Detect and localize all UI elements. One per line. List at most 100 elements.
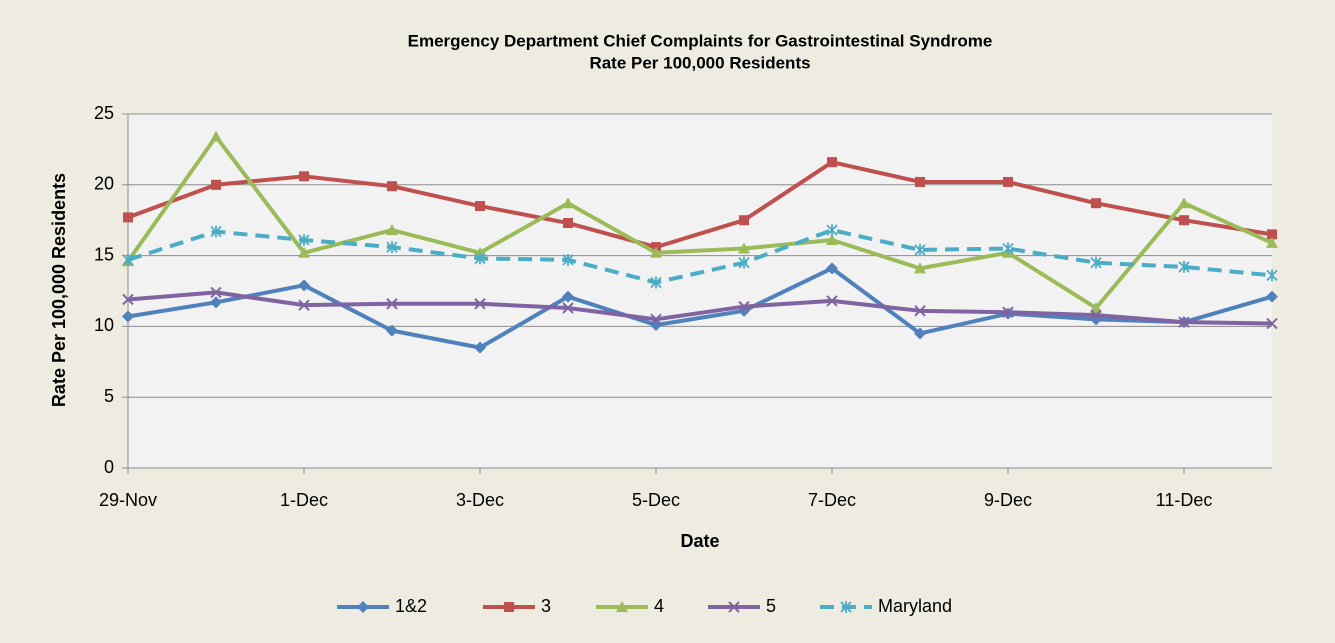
marker (474, 298, 486, 310)
marker (827, 157, 837, 168)
x-tick-label: 1-Dec (280, 490, 328, 510)
marker (1090, 309, 1102, 321)
marker (1002, 306, 1014, 318)
series-line (127, 290, 1273, 326)
legend-label: Maryland (878, 596, 952, 616)
marker (386, 224, 398, 236)
y-tick-label: 10 (94, 315, 114, 335)
marker (738, 242, 750, 254)
marker (616, 601, 628, 612)
marker (387, 181, 397, 192)
marker (562, 253, 574, 266)
marker (826, 224, 838, 237)
y-tick-label: 20 (94, 174, 114, 194)
marker (1003, 176, 1013, 187)
marker (1178, 316, 1190, 328)
marker (826, 234, 838, 246)
marker (650, 313, 662, 326)
marker (210, 296, 222, 309)
marker (299, 171, 309, 182)
marker (298, 279, 310, 292)
legend-item: Maryland (820, 596, 952, 616)
marker (915, 176, 925, 187)
marker (1179, 215, 1189, 226)
marker (562, 302, 574, 314)
marker (1091, 198, 1101, 209)
legend-item: 5 (708, 596, 776, 616)
marker (739, 215, 749, 226)
marker (1090, 256, 1102, 269)
x-axis-label: Date (680, 531, 719, 551)
marker (210, 286, 222, 299)
marker (728, 601, 740, 613)
marker (562, 290, 574, 303)
chart-title: Emergency Department Chief Complaints fo… (408, 31, 993, 50)
marker (738, 300, 750, 313)
x-tick-label: 3-Dec (456, 490, 504, 510)
marker (1266, 317, 1278, 330)
marker (386, 241, 398, 254)
marker (914, 327, 926, 340)
x-tick-label: 5-Dec (632, 490, 680, 510)
marker (840, 601, 852, 613)
marker (210, 225, 222, 238)
marker (474, 341, 486, 354)
marker (914, 305, 926, 317)
legend-label: 5 (766, 596, 776, 616)
y-tick-label: 25 (94, 103, 114, 123)
marker (298, 234, 310, 247)
marker (914, 243, 926, 256)
marker (211, 179, 221, 190)
y-axis-label: Rate Per 100,000 Residents (49, 173, 69, 407)
marker (914, 262, 926, 274)
series-line (127, 160, 1273, 250)
legend-label: 1&2 (395, 596, 427, 616)
marker (122, 310, 134, 323)
marker (826, 262, 838, 275)
marker (650, 246, 662, 258)
legend-item: 4 (596, 596, 664, 616)
legend-item: 1&2 (337, 596, 427, 616)
marker (562, 197, 574, 209)
marker (1266, 269, 1278, 282)
marker (298, 299, 310, 311)
marker (1002, 242, 1014, 255)
x-tick-label: 29-Nov (99, 490, 157, 510)
marker (826, 295, 838, 307)
marker (504, 602, 514, 612)
series-line (127, 266, 1273, 350)
x-tick-label: 9-Dec (984, 490, 1032, 510)
marker (1178, 197, 1190, 209)
marker (563, 218, 573, 229)
marker (386, 324, 398, 337)
marker (122, 293, 134, 306)
x-tick-label: 11-Dec (1156, 490, 1213, 510)
legend-item: 3 (483, 596, 551, 616)
marker (210, 130, 222, 142)
marker (1090, 301, 1102, 313)
marker (475, 201, 485, 212)
plot-area (128, 114, 1272, 468)
marker (474, 252, 486, 265)
chart-subtitle: Rate Per 100,000 Residents (589, 53, 810, 72)
y-tick-label: 5 (104, 386, 114, 406)
series-line (127, 228, 1273, 285)
y-tick-label: 15 (94, 244, 114, 264)
marker (650, 276, 662, 289)
legend-label: 4 (654, 596, 664, 616)
y-tick-label: 0 (104, 457, 114, 477)
marker (386, 298, 398, 310)
marker (738, 256, 750, 269)
marker (357, 601, 369, 613)
marker (123, 212, 133, 223)
marker (1267, 229, 1277, 240)
series-line (126, 134, 1273, 310)
legend-label: 3 (541, 596, 551, 616)
marker (1266, 236, 1278, 248)
marker (1266, 290, 1278, 303)
marker (1178, 260, 1190, 273)
x-tick-label: 7-Dec (808, 490, 856, 510)
marker (122, 253, 134, 266)
